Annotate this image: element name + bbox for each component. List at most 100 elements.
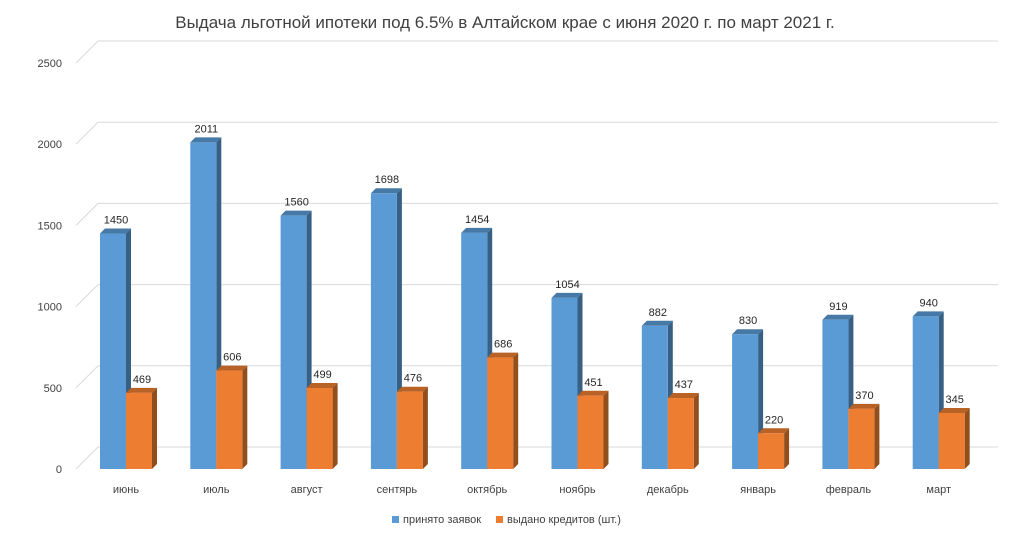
- bar-side: [964, 407, 970, 469]
- bar: [667, 393, 699, 469]
- bar-top: [938, 407, 970, 413]
- legend-label-applications: принято заявок: [403, 514, 481, 526]
- bar-front: [732, 334, 759, 469]
- bar-top: [912, 311, 944, 317]
- data-label: 686: [494, 339, 512, 351]
- bar-top: [100, 228, 131, 234]
- bar-top: [758, 428, 790, 434]
- data-label: 476: [404, 373, 422, 385]
- bar-top: [216, 365, 248, 371]
- bar-front: [551, 297, 578, 469]
- y-tick-label: 2500: [38, 58, 62, 70]
- bar-side: [152, 387, 157, 469]
- gridline-side: [75, 284, 99, 307]
- bars-layer: [100, 137, 970, 469]
- bar-side: [693, 393, 699, 469]
- bar-top: [667, 393, 699, 399]
- data-label: 469: [133, 374, 151, 386]
- bar: [848, 403, 880, 469]
- y-tick-label: 1500: [38, 220, 62, 232]
- data-label: 830: [739, 315, 757, 327]
- gridline-side: [75, 446, 99, 470]
- data-label: 451: [584, 377, 602, 389]
- bar-side: [603, 390, 609, 469]
- bar-top: [306, 382, 338, 388]
- bar: [577, 390, 609, 469]
- bar: [641, 320, 673, 469]
- data-label: 1054: [555, 279, 579, 291]
- gridline-side: [75, 40, 99, 64]
- bar-side: [242, 365, 248, 469]
- bar: [912, 311, 944, 469]
- bar: [306, 382, 338, 469]
- bar-top: [551, 292, 583, 298]
- bar: [938, 407, 970, 469]
- data-label: 606: [223, 352, 241, 364]
- bar: [396, 386, 428, 469]
- bar-front: [190, 142, 217, 469]
- bar-side: [513, 352, 519, 469]
- legend: принято заявок выдано кредитов (шт.): [392, 514, 621, 526]
- bar-side: [422, 386, 428, 469]
- bar: [216, 365, 248, 469]
- y-tick-label: 2000: [38, 139, 62, 151]
- bar-front: [641, 325, 668, 469]
- bar-top: [280, 210, 312, 216]
- bar-front: [822, 319, 849, 469]
- y-axis-ticks: 0 500 1000 1500 2000 2500: [38, 58, 62, 476]
- bar: [126, 387, 157, 469]
- data-label: 2011: [194, 123, 218, 135]
- chart-title: Выдача льготной ипотеки под 6.5% в Алтай…: [175, 13, 835, 32]
- data-label: 499: [313, 369, 331, 381]
- bar-top: [641, 320, 673, 326]
- y-tick-label: 500: [44, 383, 62, 395]
- bar-front: [306, 387, 333, 469]
- data-label: 1698: [375, 174, 399, 186]
- x-category-label: март: [926, 484, 951, 496]
- bar-side: [784, 428, 790, 469]
- x-category-label: октябрь: [467, 484, 507, 496]
- bar-side: [332, 382, 338, 469]
- data-label: 1560: [284, 197, 308, 209]
- x-category-label: ноябрь: [559, 484, 596, 496]
- legend-swatch-applications: [392, 516, 399, 523]
- x-axis-categories: июнь июль август сентярь октябрь ноябрь декабр…: [113, 484, 951, 496]
- x-category-label: июль: [203, 484, 230, 496]
- bar-front: [577, 395, 604, 469]
- bar-front: [396, 391, 423, 469]
- gridline-side: [75, 203, 99, 226]
- gridline-side: [75, 121, 99, 145]
- bar-front: [126, 392, 152, 469]
- y-tick-label: 0: [56, 464, 62, 476]
- bar-top: [732, 329, 764, 335]
- bar-front: [912, 316, 939, 469]
- data-label: 919: [829, 301, 847, 313]
- bar-side: [874, 403, 880, 469]
- bar-top: [848, 403, 880, 409]
- bar-top: [577, 390, 609, 396]
- data-label: 220: [765, 414, 783, 426]
- bar-front: [487, 357, 514, 469]
- gridline-side: [75, 365, 99, 389]
- bar-front: [461, 232, 488, 469]
- data-label: 940: [920, 297, 938, 309]
- data-label: 345: [946, 394, 964, 406]
- bar-top: [396, 386, 428, 392]
- bar-top: [822, 314, 854, 320]
- x-category-label: январь: [740, 484, 776, 496]
- data-label: 1454: [465, 214, 489, 226]
- bar-top: [190, 137, 222, 143]
- bar-front: [667, 398, 694, 469]
- grid-layer: [75, 40, 998, 470]
- bar-front: [758, 433, 785, 469]
- bar: [370, 188, 402, 469]
- bar-front: [100, 233, 126, 469]
- data-label: 882: [649, 307, 667, 319]
- bar-front: [280, 215, 307, 469]
- bar-front: [216, 370, 243, 469]
- bar: [487, 352, 519, 469]
- bar-front: [848, 408, 875, 469]
- x-category-label: декабрь: [647, 484, 689, 496]
- x-category-label: февраль: [826, 484, 872, 496]
